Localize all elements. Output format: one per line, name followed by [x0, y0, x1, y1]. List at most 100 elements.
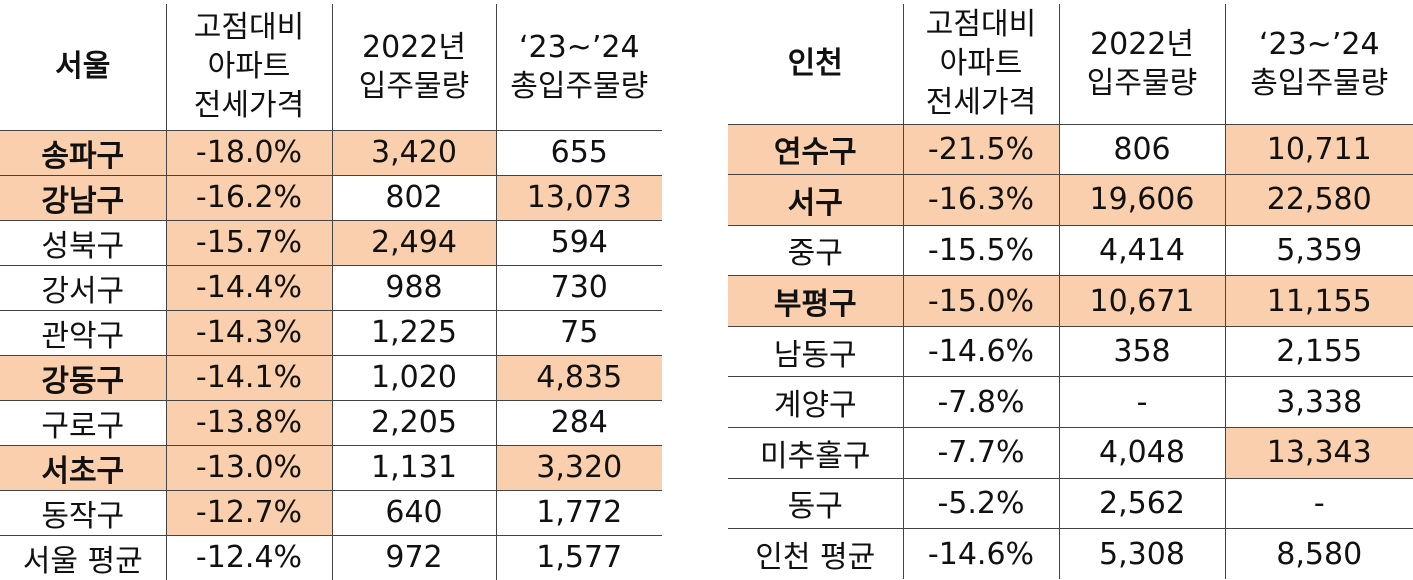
column-header: 고점대비 아파트 전세가격: [165, 4, 332, 131]
header-row: 서울 고점대비 아파트 전세가격 2022년 입주물량 ‘23~’24 총입주물량: [0, 4, 662, 131]
value-cell: -15.7%: [165, 220, 332, 266]
table-row: 강동구 -14.1% 1,020 4,835: [0, 355, 662, 401]
table-row: 부평구 -15.0% 10,671 11,155: [728, 275, 1413, 327]
value-cell: 22,580: [1224, 174, 1413, 226]
column-header: ‘23~’24 총입주물량: [495, 4, 662, 131]
district-cell: 관악구: [0, 310, 166, 356]
value-cell: 5,308: [1058, 528, 1225, 580]
value-cell: 988: [331, 265, 496, 311]
value-cell: -: [1224, 478, 1413, 530]
value-cell: -: [1058, 376, 1225, 429]
table-row: 동작구 -12.7% 640 1,772: [0, 490, 662, 536]
value-cell: 806: [1058, 124, 1225, 176]
value-cell: -15.0%: [902, 275, 1059, 327]
value-cell: 13,073: [495, 175, 662, 221]
table-row: 성북구 -15.7% 2,494 594: [0, 220, 662, 266]
district-cell: 계양구: [728, 376, 903, 429]
value-cell: 594: [495, 220, 662, 266]
value-cell: 358: [1058, 326, 1225, 378]
value-cell: 972: [331, 535, 496, 580]
column-header: ‘23~’24 총입주물량: [1224, 4, 1413, 125]
table-row: 강서구 -14.4% 988 730: [0, 265, 662, 311]
value-cell: -12.7%: [165, 490, 332, 536]
value-cell: 2,494: [331, 220, 496, 266]
value-cell: 1,131: [331, 445, 496, 491]
value-cell: 19,606: [1058, 174, 1225, 226]
table-row: 강남구 -16.2% 802 13,073: [0, 175, 662, 221]
table-row: 동구 -5.2% 2,562-: [728, 478, 1413, 530]
table-row: 서구 -16.3% 19,606 22,580: [728, 174, 1413, 226]
value-cell: -21.5%: [902, 124, 1059, 176]
value-cell: 8,580: [1224, 528, 1413, 580]
district-cell: 강서구: [0, 265, 166, 311]
table-row: 송파구 -18.0% 3,420 655: [0, 130, 662, 176]
value-cell: 1,020: [331, 355, 496, 401]
district-cell: 부평구: [728, 275, 903, 327]
region-header: 인천: [728, 4, 903, 125]
table-row: 미추홀구 -7.7% 4,048 13,343: [728, 427, 1413, 479]
table-row: 남동구 -14.6% 358 2,155: [728, 326, 1413, 378]
value-cell: -13.8%: [165, 400, 332, 446]
value-cell: 2,205: [331, 400, 496, 446]
district-cell: 미추홀구: [728, 427, 903, 479]
value-cell: -7.8%: [902, 376, 1059, 429]
district-cell: 인천 평균: [755, 540, 876, 576]
district-cell: 구로구: [0, 400, 166, 446]
value-cell: -14.6%: [902, 326, 1059, 378]
table-row: 중구 -15.5% 4,414 5,359: [728, 225, 1413, 277]
value-cell: 10,711: [1224, 124, 1413, 176]
value-cell: 2,562: [1058, 478, 1225, 530]
district-cell: 서울 평균: [22, 543, 143, 579]
seoul-table: 서울 고점대비 아파트 전세가격 2022년 입주물량 ‘23~’24 총입주물량 송파구 -1…: [0, 4, 662, 580]
table-row: 관악구 -14.3% 1,225 75: [0, 310, 662, 356]
region-header: 서울: [0, 4, 166, 131]
district-cell: 중구: [728, 225, 903, 277]
value-cell: 3,320: [495, 445, 662, 491]
value-cell: 4,835: [495, 355, 662, 401]
district-cell: 송파구: [0, 130, 166, 176]
district-cell: 서초구: [0, 445, 166, 491]
table-row: 연수구 -21.5% 806 10,711: [728, 124, 1413, 176]
column-header: 2022년 입주물량: [1058, 4, 1225, 125]
table-row: 서울 평균 -12.4% 972 1,577: [0, 535, 662, 580]
value-cell: 1,577: [495, 535, 662, 580]
column-header: 고점대비 아파트 전세가격: [902, 4, 1059, 125]
district-cell: 동구: [728, 478, 903, 530]
value-cell: -12.4%: [165, 535, 332, 580]
value-cell: -15.5%: [902, 225, 1059, 277]
value-cell: -13.0%: [165, 445, 332, 491]
district-cell: 동작구: [0, 490, 166, 536]
value-cell: -5.2%: [902, 478, 1059, 530]
incheon-table: 인천 고점대비 아파트 전세가격 2022년 입주물량 ‘23~’24 총입주물량 연수구 -2…: [728, 4, 1413, 580]
value-cell: 75: [495, 310, 662, 356]
value-cell: 11,155: [1224, 275, 1413, 327]
value-cell: -16.2%: [165, 175, 332, 221]
value-cell: 655: [495, 130, 662, 176]
value-cell: -16.3%: [902, 174, 1059, 226]
value-cell: 4,048: [1058, 427, 1225, 479]
district-cell: 강남구: [0, 175, 166, 221]
value-cell: 5,359: [1224, 225, 1413, 277]
table-row: 계양구 -7.8% -3,338: [728, 376, 1413, 429]
table-row: 서초구 -13.0% 1,131 3,320: [0, 445, 662, 491]
value-cell: 4,414: [1058, 225, 1225, 277]
district-cell: 성북구: [0, 220, 166, 266]
value-cell: -14.3%: [165, 310, 332, 356]
district-cell: 강동구: [0, 355, 166, 401]
value-cell: 1,772: [495, 490, 662, 536]
value-cell: 3,420: [331, 130, 496, 176]
value-cell: 1,225: [331, 310, 496, 356]
value-cell: -7.7%: [902, 427, 1059, 479]
table-row: 인천 평균 -14.6% 5,308 8,580: [728, 528, 1413, 580]
table-row: 구로구 -13.8% 2,205 284: [0, 400, 662, 446]
district-cell: 연수구: [728, 124, 903, 176]
value-cell: 10,671: [1058, 275, 1225, 327]
district-cell: 남동구: [728, 326, 903, 378]
value-cell: 802: [331, 175, 496, 221]
value-cell: -14.6%: [902, 528, 1059, 580]
header-row: 인천 고점대비 아파트 전세가격 2022년 입주물량 ‘23~’24 총입주물량: [728, 4, 1413, 125]
value-cell: -14.1%: [165, 355, 332, 401]
value-cell: -18.0%: [165, 130, 332, 176]
district-cell: 서구: [728, 174, 903, 226]
value-cell: 3,338: [1224, 376, 1413, 429]
